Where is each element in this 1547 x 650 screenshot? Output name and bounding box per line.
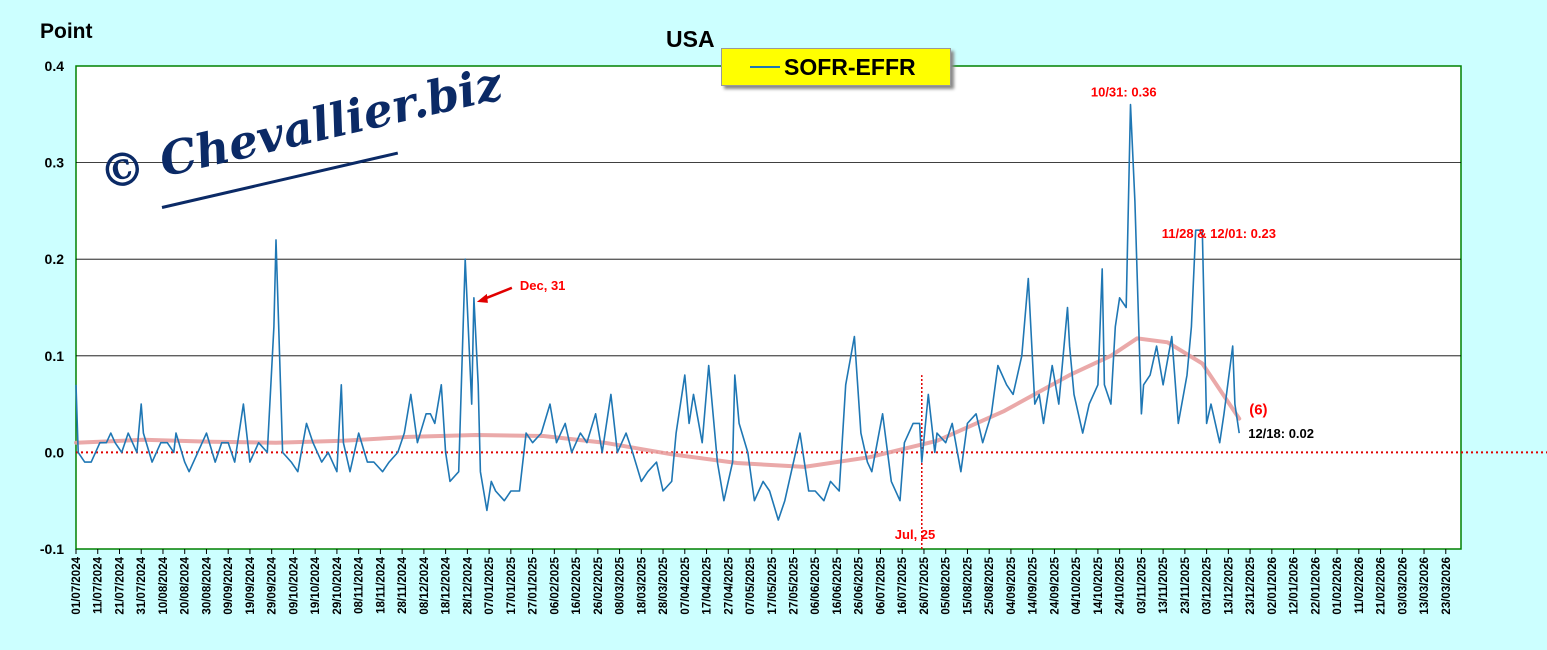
x-tick-label: 29/10/2024 bbox=[332, 556, 344, 614]
x-tick-label: 04/09/2025 bbox=[1006, 556, 1018, 614]
x-tick-label: 13/11/2025 bbox=[1158, 556, 1170, 614]
x-tick-label: 17/01/2025 bbox=[506, 556, 518, 614]
annotation-jul25: Jul, 25 bbox=[895, 527, 935, 542]
x-tick-label: 06/06/2025 bbox=[810, 556, 822, 614]
x-tick-label: 28/11/2024 bbox=[397, 556, 409, 614]
x-tick-label: 14/10/2025 bbox=[1093, 556, 1105, 614]
x-tick-label: 18/11/2024 bbox=[375, 556, 387, 614]
x-tick-label: 03/12/2025 bbox=[1202, 556, 1214, 614]
y-tick-label: -0.1 bbox=[40, 541, 64, 557]
x-tick-label: 03/11/2025 bbox=[1136, 556, 1148, 614]
x-tick-label: 15/08/2025 bbox=[962, 556, 974, 614]
x-tick-label: 17/05/2025 bbox=[767, 556, 779, 614]
x-tick-label: 07/04/2025 bbox=[680, 556, 692, 614]
x-tick-label: 08/03/2025 bbox=[615, 556, 627, 614]
annotation-count: (6) bbox=[1249, 402, 1267, 419]
y-tick-label: 0.4 bbox=[45, 58, 65, 74]
x-tick-label: 18/03/2025 bbox=[636, 556, 648, 614]
x-tick-label: 19/09/2024 bbox=[245, 556, 257, 614]
y-tick-label: 0.3 bbox=[45, 155, 65, 171]
x-tick-label: 06/07/2025 bbox=[875, 556, 887, 614]
x-tick-label: 02/01/2026 bbox=[1267, 557, 1279, 615]
x-tick-label: 21/02/2026 bbox=[1376, 557, 1388, 615]
x-tick-label: 30/08/2024 bbox=[201, 556, 213, 614]
x-tick-label: 01/07/2024 bbox=[71, 556, 83, 614]
x-tick-label: 21/07/2024 bbox=[114, 556, 126, 614]
x-tick-label: 27/05/2025 bbox=[789, 556, 801, 614]
x-tick-label: 26/06/2025 bbox=[854, 556, 866, 614]
x-tick-label: 17/04/2025 bbox=[702, 556, 714, 614]
y-tick-label: 0.2 bbox=[45, 251, 65, 267]
x-tick-label: 11/02/2026 bbox=[1354, 557, 1366, 614]
x-tick-label: 16/02/2025 bbox=[571, 556, 583, 614]
x-tick-label: 23/12/2025 bbox=[1245, 556, 1257, 614]
annotation-dec31: Dec, 31 bbox=[520, 278, 566, 293]
x-tick-label: 05/08/2025 bbox=[941, 556, 953, 614]
y-axis-title: Point bbox=[40, 20, 93, 44]
x-tick-label: 03/03/2026 bbox=[1397, 557, 1409, 615]
x-tick-label: 24/10/2025 bbox=[1115, 556, 1127, 614]
x-tick-label: 14/09/2025 bbox=[1028, 556, 1040, 614]
annotation-last-value: 12/18: 0.02 bbox=[1248, 426, 1314, 441]
y-tick-label: 0.0 bbox=[45, 444, 65, 460]
x-tick-label: 10/08/2024 bbox=[158, 556, 170, 614]
x-tick-label: 31/07/2024 bbox=[136, 556, 148, 614]
annotation-peak-1128: 11/28 & 12/01: 0.23 bbox=[1162, 226, 1276, 241]
x-tick-label: 19/10/2024 bbox=[310, 556, 322, 614]
x-tick-label: 28/03/2025 bbox=[658, 556, 670, 614]
x-tick-label: 08/11/2024 bbox=[354, 556, 366, 614]
x-tick-label: 01/02/2026 bbox=[1332, 557, 1344, 615]
x-tick-label: 04/10/2025 bbox=[1071, 556, 1083, 614]
x-tick-label: 20/08/2024 bbox=[180, 556, 192, 614]
x-tick-label: 13/12/2025 bbox=[1223, 556, 1235, 614]
x-tick-label: 07/01/2025 bbox=[484, 556, 496, 614]
x-tick-label: 23/03/2026 bbox=[1441, 557, 1453, 615]
x-tick-label: 06/02/2025 bbox=[549, 556, 561, 614]
x-tick-label: 24/09/2025 bbox=[1049, 556, 1061, 614]
x-tick-label: 16/06/2025 bbox=[832, 556, 844, 614]
x-tick-label: 27/01/2025 bbox=[528, 556, 540, 614]
x-tick-label: 16/07/2025 bbox=[897, 556, 909, 614]
y-tick-label: 0.1 bbox=[45, 348, 65, 364]
x-tick-label: 22/01/2026 bbox=[1310, 557, 1322, 615]
x-tick-label: 27/04/2025 bbox=[723, 556, 735, 614]
x-tick-label: 28/12/2024 bbox=[462, 556, 474, 614]
x-tick-label: 23/11/2025 bbox=[1180, 556, 1192, 614]
x-tick-label: 18/12/2024 bbox=[441, 556, 453, 614]
x-tick-label: 09/10/2024 bbox=[288, 556, 300, 614]
x-tick-label: 26/07/2025 bbox=[919, 556, 931, 614]
x-tick-label: 09/09/2024 bbox=[223, 556, 235, 614]
x-tick-label: 13/03/2026 bbox=[1419, 557, 1431, 615]
x-tick-label: 08/12/2024 bbox=[419, 556, 431, 614]
x-tick-label: 07/05/2025 bbox=[745, 556, 757, 614]
x-tick-label: 11/07/2024 bbox=[93, 556, 105, 614]
legend-label: SOFR-EFFR bbox=[784, 54, 916, 81]
legend-swatch bbox=[750, 66, 780, 68]
annotation-peak-1031: 10/31: 0.36 bbox=[1091, 85, 1157, 100]
legend: SOFR-EFFR bbox=[721, 48, 951, 86]
x-tick-label: 25/08/2025 bbox=[984, 556, 996, 614]
x-tick-label: 12/01/2026 bbox=[1289, 557, 1301, 615]
x-tick-label: 29/09/2024 bbox=[267, 556, 279, 614]
chart-title: USA bbox=[666, 26, 715, 53]
x-tick-label: 26/02/2025 bbox=[593, 556, 605, 614]
